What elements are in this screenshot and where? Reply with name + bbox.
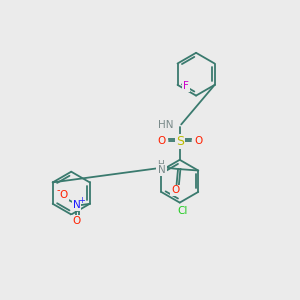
Text: S: S [176, 135, 184, 148]
Text: O: O [72, 216, 80, 226]
Text: O: O [59, 190, 68, 200]
Text: +: + [78, 196, 85, 205]
Text: O: O [171, 185, 179, 195]
Text: N: N [73, 200, 80, 210]
Text: -: - [57, 185, 60, 195]
Text: O: O [157, 136, 165, 146]
Text: O: O [194, 136, 202, 146]
Text: HN: HN [158, 120, 173, 130]
Text: F: F [183, 81, 189, 92]
Text: H: H [157, 160, 164, 169]
Text: N: N [158, 165, 166, 175]
Text: Cl: Cl [177, 206, 187, 216]
